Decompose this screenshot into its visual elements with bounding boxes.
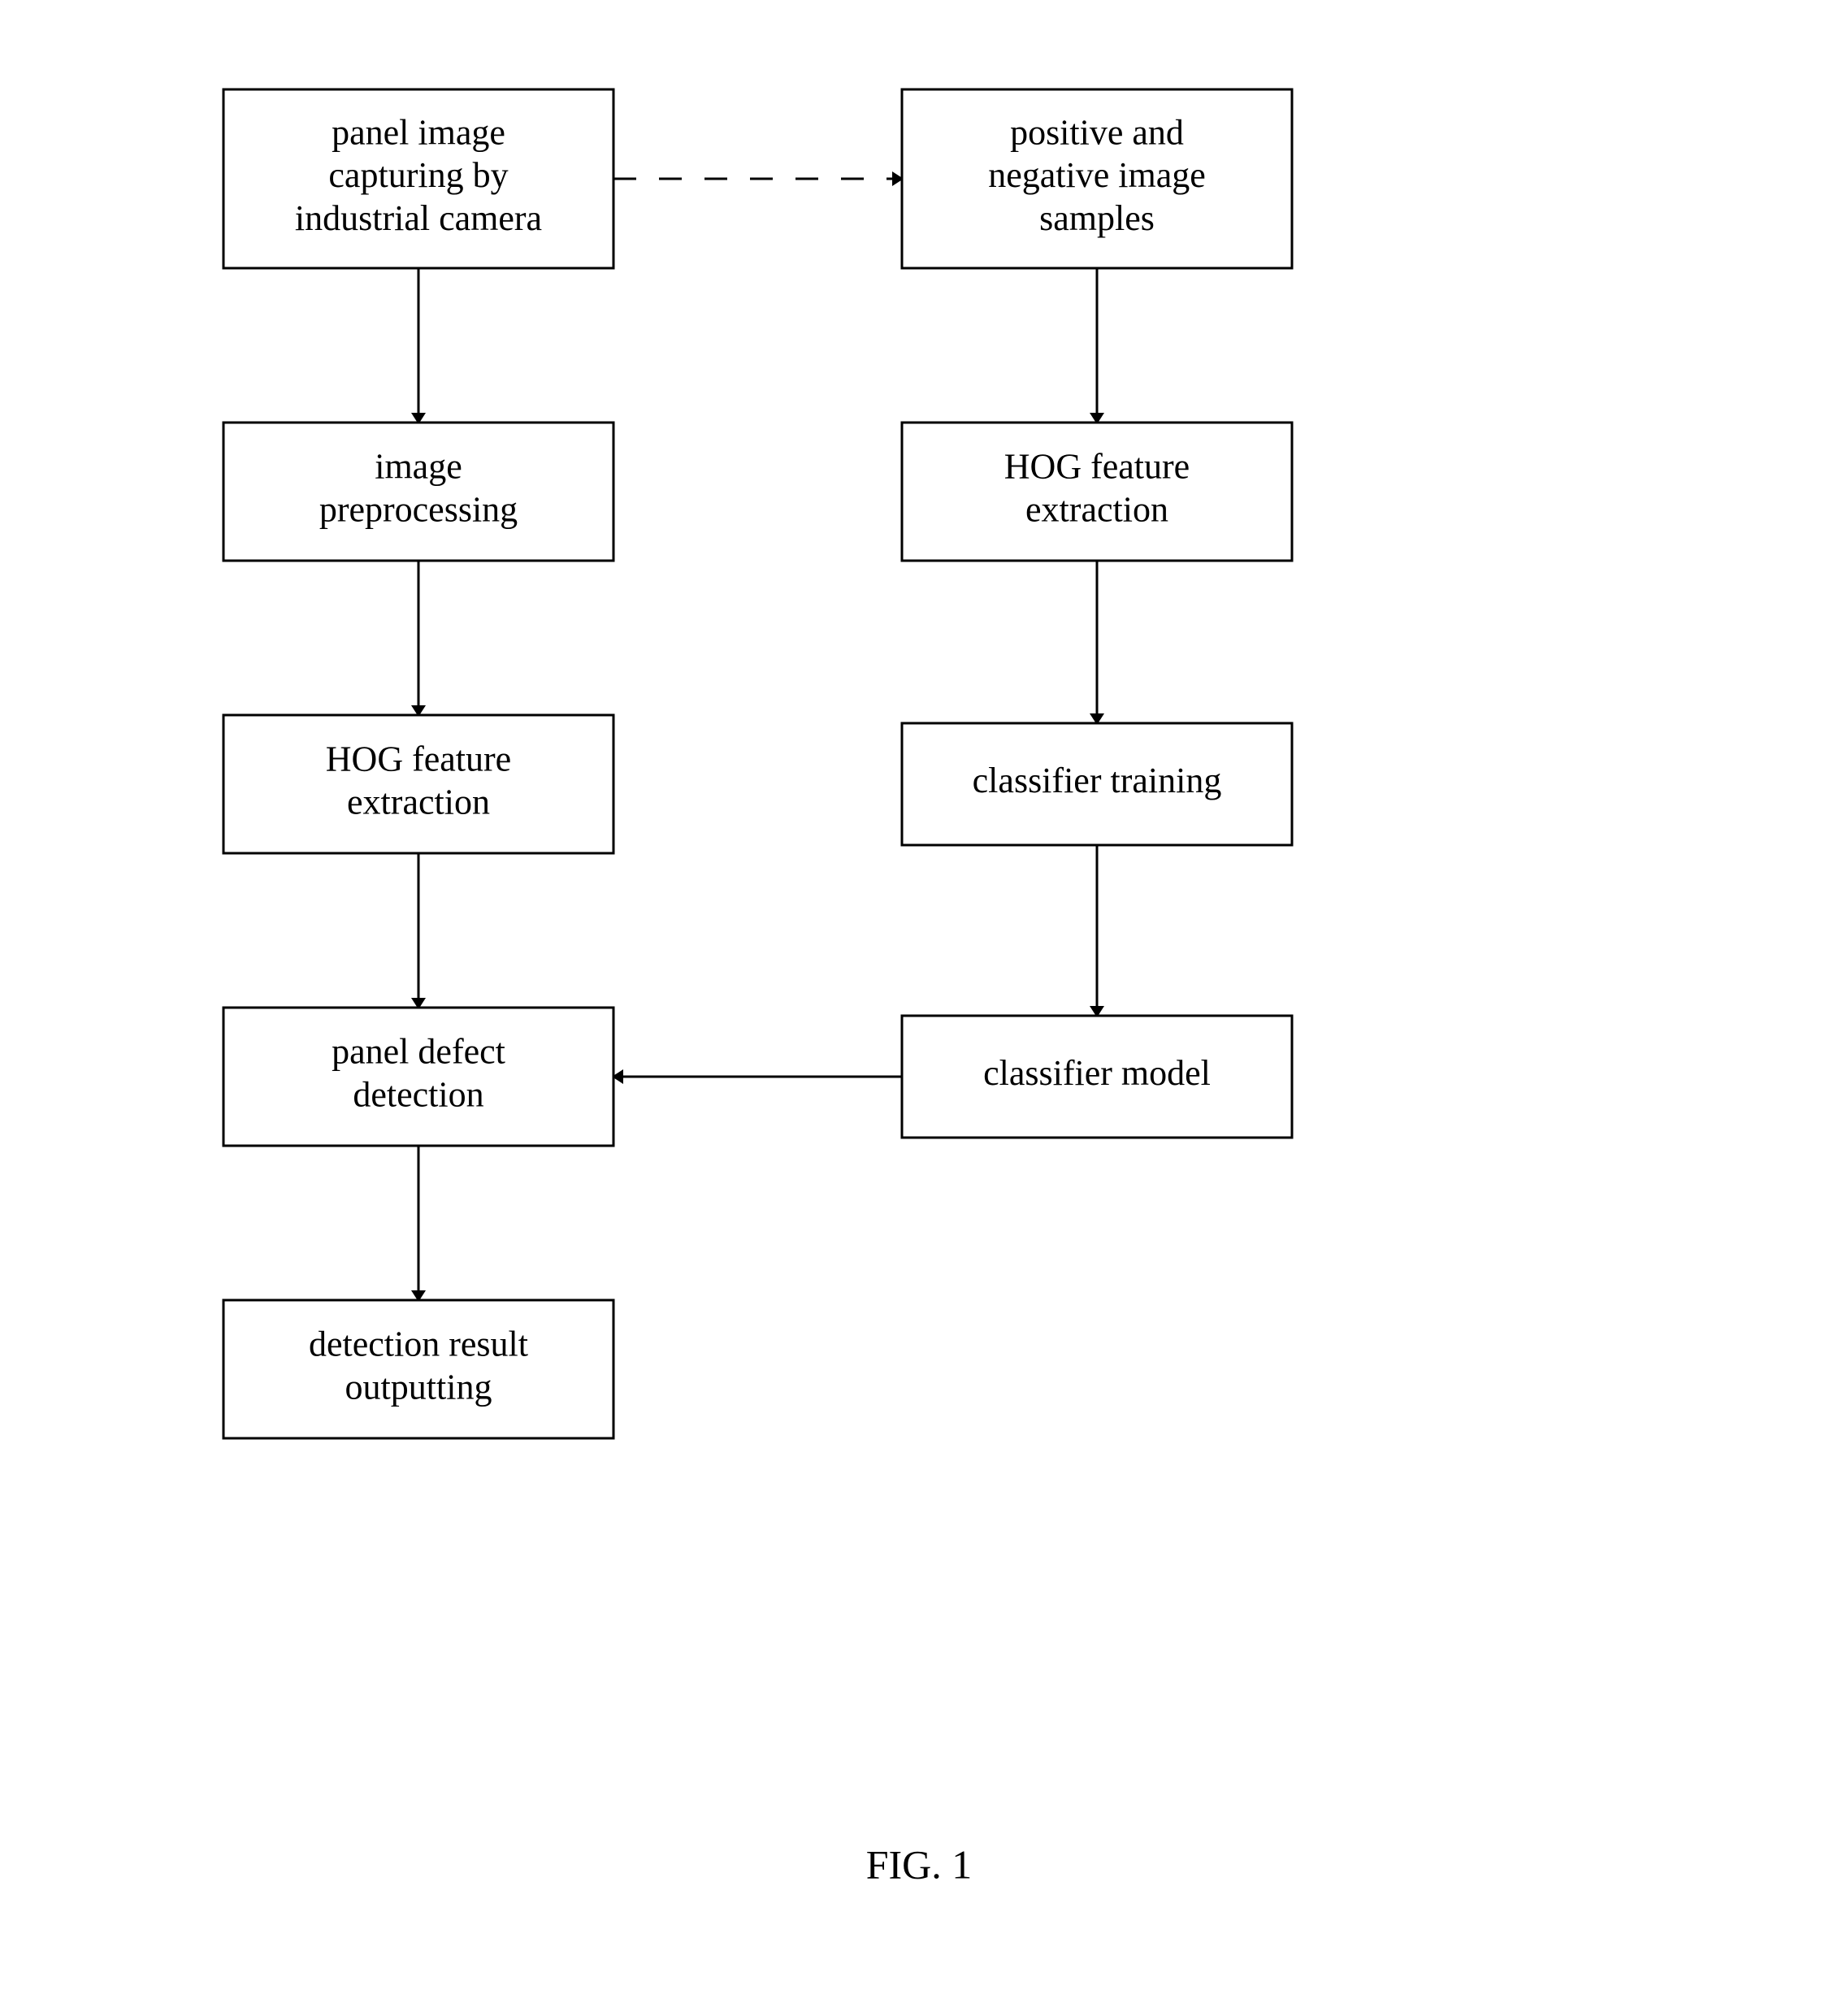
flowchart-node-n1: panel imagecapturing byindustrial camera (223, 89, 613, 268)
node-label: HOG feature (326, 739, 511, 779)
node-label: extraction (1025, 489, 1168, 529)
node-label: classifier training (973, 761, 1222, 800)
nodes-group: panel imagecapturing byindustrial camera… (223, 89, 1292, 1438)
node-label: panel defect (332, 1032, 505, 1072)
node-label: extraction (347, 782, 490, 822)
flowchart-node-n5: detection resultoutputting (223, 1300, 613, 1438)
flowchart-node-n7: HOG featureextraction (902, 423, 1292, 561)
figure-caption: FIG. 1 (866, 1841, 973, 1887)
flowchart-node-n2: imagepreprocessing (223, 423, 613, 561)
node-label: panel image (332, 112, 505, 152)
node-label: capturing by (328, 155, 508, 195)
flowchart-node-n6: positive andnegative imagesamples (902, 89, 1292, 268)
node-label: detection (353, 1074, 483, 1114)
node-label: HOG feature (1004, 447, 1190, 487)
node-label: outputting (345, 1367, 492, 1407)
node-label: industrial camera (295, 198, 542, 238)
node-label: detection result (309, 1324, 528, 1364)
node-label: positive and (1010, 112, 1184, 152)
flowchart-node-n9: classifier model (902, 1016, 1292, 1138)
flowchart-figure: panel imagecapturing byindustrial camera… (0, 0, 1838, 2016)
node-label: classifier model (983, 1053, 1211, 1093)
flowchart-node-n4: panel defectdetection (223, 1008, 613, 1146)
flowchart-node-n8: classifier training (902, 723, 1292, 845)
node-label: image (375, 447, 462, 487)
node-label: negative image (988, 155, 1206, 195)
node-label: preprocessing (319, 489, 518, 529)
flowchart-node-n3: HOG featureextraction (223, 715, 613, 853)
node-label: samples (1039, 198, 1155, 238)
